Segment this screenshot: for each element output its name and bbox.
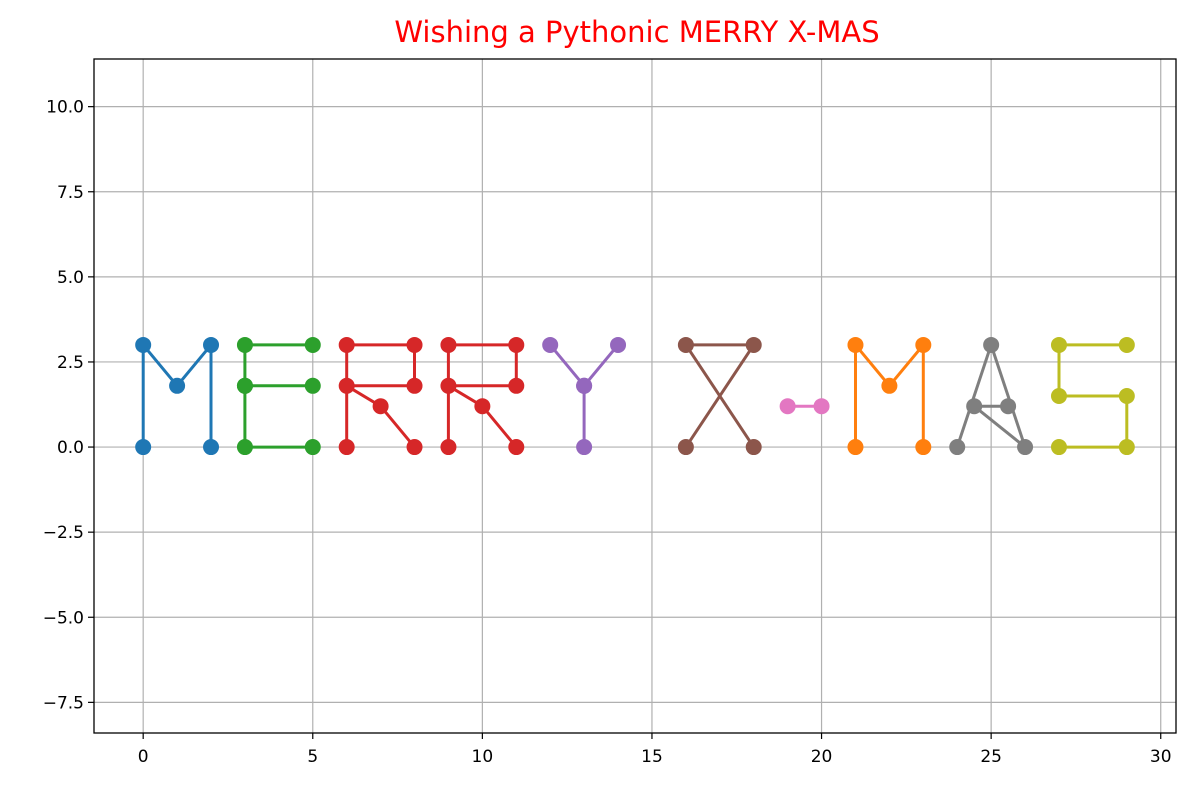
y-tick-label: 10.0 (46, 98, 84, 118)
data-point (474, 398, 491, 415)
data-point (440, 377, 457, 394)
y-tick-label: 0.0 (57, 438, 84, 458)
x-tick-label: 15 (641, 747, 663, 767)
data-point (338, 439, 355, 456)
data-point (542, 336, 559, 353)
data-point (304, 336, 321, 353)
data-point (508, 377, 525, 394)
data-point (915, 336, 932, 353)
series-4 (440, 336, 525, 456)
data-point (847, 336, 864, 353)
data-point (508, 439, 525, 456)
y-tick-label: −2.5 (43, 523, 84, 543)
data-point (338, 336, 355, 353)
data-point (779, 398, 796, 415)
x-tick-label: 0 (138, 747, 149, 767)
y-tick-label: 5.0 (57, 268, 84, 288)
series-line (854, 343, 925, 449)
series-3 (338, 336, 423, 456)
data-point (1017, 439, 1034, 456)
data-point (847, 439, 864, 456)
data-point (677, 439, 694, 456)
data-point (203, 439, 220, 456)
series-6 (677, 336, 762, 456)
y-tick-label: 7.5 (57, 183, 84, 203)
data-point (915, 439, 932, 456)
x-tick-label: 5 (307, 747, 318, 767)
data-point (338, 377, 355, 394)
x-tick-label: 20 (811, 747, 833, 767)
series-8 (847, 336, 932, 456)
series-10 (1050, 336, 1135, 456)
y-tick-label: −7.5 (43, 693, 84, 713)
plot-area-frame (93, 58, 1177, 734)
series-2 (236, 336, 321, 456)
data-point (1118, 439, 1135, 456)
data-point (406, 439, 423, 456)
series-line (684, 343, 756, 449)
x-tick-label: 10 (472, 747, 494, 767)
series-layer (135, 336, 1135, 456)
data-point (406, 377, 423, 394)
y-axis: 10.0 7.5 5.0 2.5 0.0 −2.5 −5.0 −7.5 (43, 98, 94, 713)
series-9 (949, 336, 1034, 456)
data-point (203, 336, 220, 353)
series-line (345, 343, 416, 449)
series-line (243, 343, 315, 449)
data-point (576, 439, 593, 456)
data-point (236, 377, 253, 394)
data-point (983, 336, 1000, 353)
x-tick-label: 30 (1150, 747, 1172, 767)
data-point (576, 377, 593, 394)
x-tick-label: 25 (980, 747, 1002, 767)
data-point (966, 398, 983, 415)
data-point (440, 336, 457, 353)
series-line (141, 343, 213, 449)
data-point (745, 336, 762, 353)
data-point (1050, 439, 1067, 456)
data-point (881, 377, 898, 394)
series-line (548, 343, 620, 449)
data-point (1118, 388, 1135, 404)
data-point (440, 439, 457, 456)
y-tick-label: 2.5 (57, 353, 84, 373)
series-line (1057, 343, 1129, 449)
data-point (813, 398, 830, 415)
data-point (304, 439, 321, 456)
data-point (1050, 388, 1067, 404)
data-point (406, 336, 423, 353)
data-point (677, 336, 694, 353)
data-point (745, 439, 762, 456)
series-1 (135, 336, 220, 456)
data-point (1050, 336, 1067, 353)
data-point (135, 439, 152, 456)
data-point (1000, 398, 1017, 415)
grid (94, 59, 1176, 733)
data-point (236, 336, 253, 353)
series-7 (779, 398, 830, 415)
data-point (610, 336, 627, 353)
data-point (372, 398, 389, 415)
chart-title: Wishing a Pythonic MERRY X-MAS (394, 15, 879, 49)
data-point (949, 439, 966, 456)
data-point (1118, 336, 1135, 353)
data-point (135, 336, 152, 353)
data-point (236, 439, 253, 456)
x-axis: 0 5 10 15 20 25 30 (138, 733, 1172, 767)
data-point (304, 377, 321, 394)
data-point (169, 377, 186, 394)
series-5 (542, 336, 627, 456)
data-point (508, 336, 525, 353)
y-tick-label: −5.0 (43, 608, 84, 628)
